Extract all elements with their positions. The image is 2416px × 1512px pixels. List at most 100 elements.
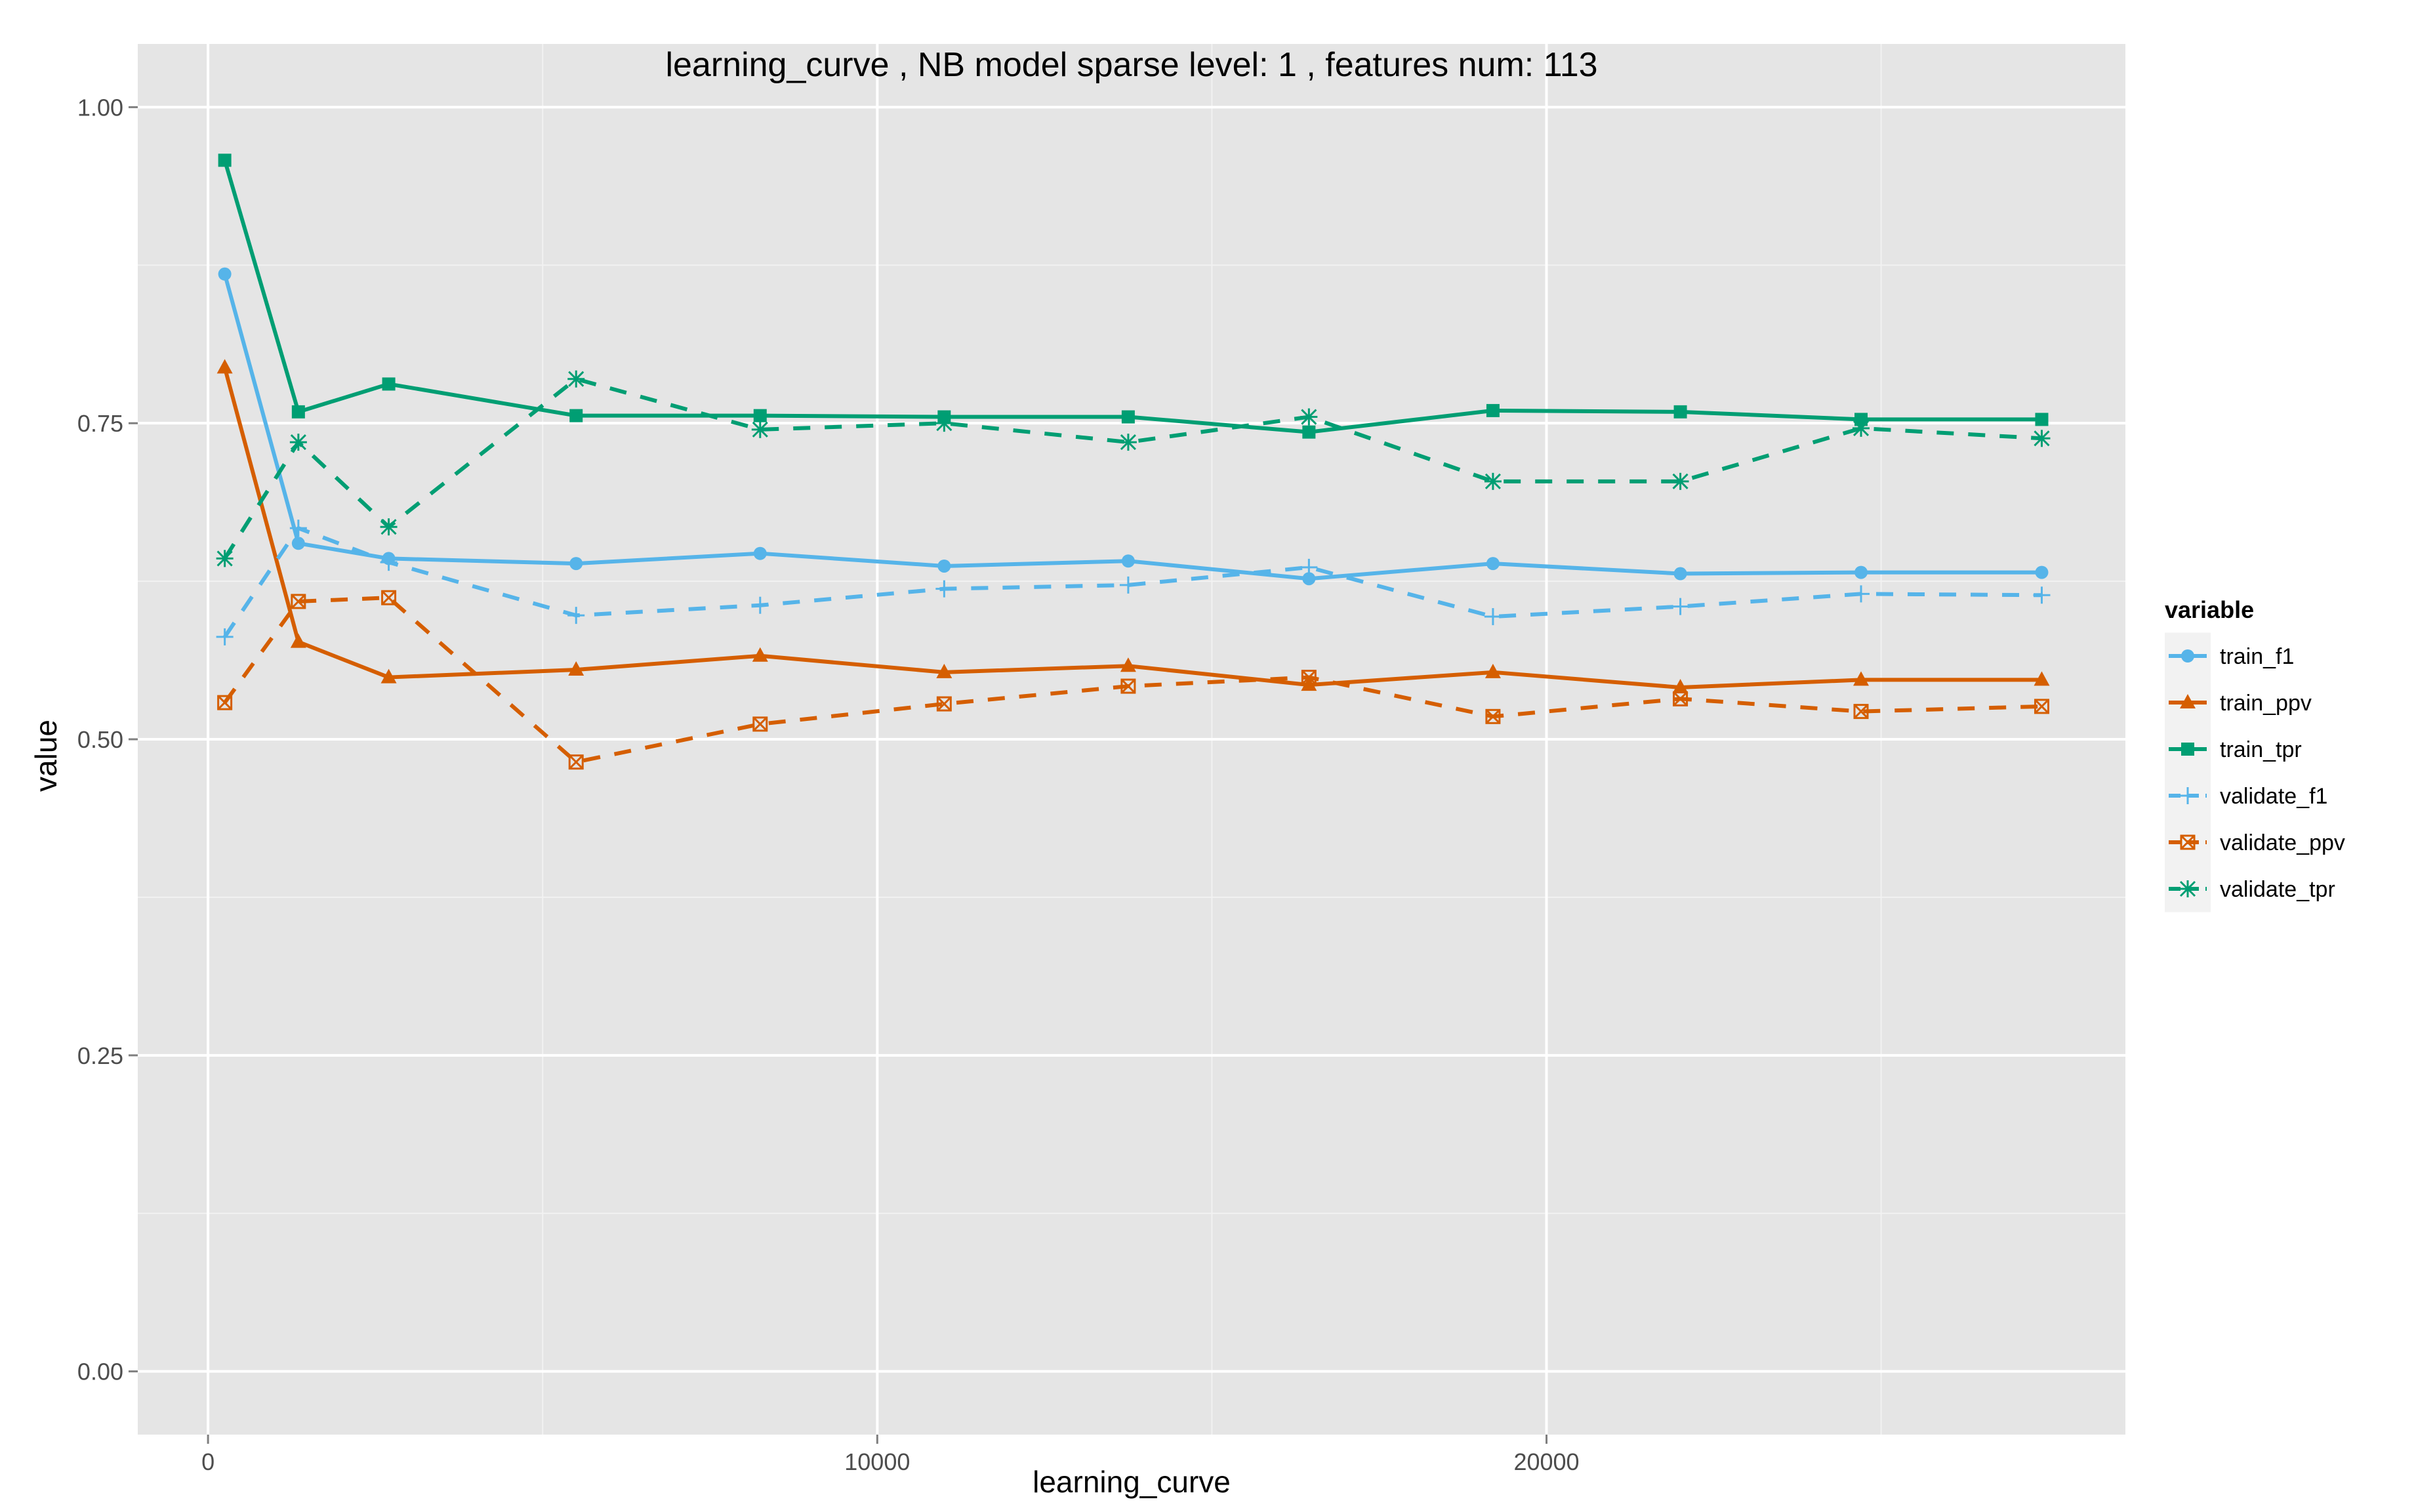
series-train-ppv	[216, 359, 2050, 693]
y-axis-title: value	[29, 720, 63, 792]
legend-item-train-f1: train_f1	[2165, 632, 2294, 680]
legend-item-validate-f1: validate_f1	[2165, 772, 2327, 819]
series-validate-f1	[216, 520, 2051, 645]
data-point-validate-f1	[2033, 586, 2051, 604]
data-point-validate-f1	[567, 607, 585, 624]
data-point-train-ppv	[216, 359, 233, 374]
data-point-train-tpr	[1302, 425, 1316, 439]
data-point-train-tpr	[218, 153, 232, 167]
data-point-validate-ppv	[1301, 670, 1317, 685]
data-point-validate-ppv	[381, 590, 397, 605]
x-axis-title: learning_curve	[1033, 1465, 1231, 1499]
data-point-validate-f1	[289, 520, 307, 537]
data-point-train-ppv	[2034, 671, 2050, 686]
series-line-validate-ppv	[223, 596, 2042, 764]
legend-key-marker	[2180, 834, 2196, 850]
legend-label: train_tpr	[2220, 737, 2302, 762]
data-point-train-tpr	[291, 405, 305, 419]
data-point-train-f1	[1486, 557, 1500, 571]
y-tick-label: 0.75	[77, 410, 123, 437]
data-point-train-f1	[569, 557, 583, 571]
legend-key-marker	[2181, 649, 2194, 663]
data-point-validate-tpr	[289, 434, 307, 451]
legend-item-train-tpr: train_tpr	[2165, 725, 2302, 773]
data-point-train-tpr	[753, 409, 767, 422]
data-point-train-tpr	[382, 377, 396, 391]
data-point-validate-f1	[216, 628, 234, 645]
legend-label: train_ppv	[2220, 691, 2312, 716]
series-train-tpr	[218, 153, 2049, 439]
data-point-train-f1	[937, 559, 951, 573]
data-point-train-ppv	[1120, 657, 1136, 672]
legend-key-marker	[2181, 743, 2194, 756]
data-point-train-tpr	[2035, 413, 2049, 426]
data-point-validate-tpr	[1671, 472, 1689, 490]
data-point-train-ppv	[936, 663, 952, 678]
data-point-validate-ppv	[936, 696, 952, 712]
data-point-validate-tpr	[935, 415, 953, 432]
legend-item-validate-ppv: validate_ppv	[2165, 819, 2345, 866]
legend: variable train_f1 train_ppv train_tprvalid…	[2165, 596, 2345, 912]
data-point-train-ppv	[290, 633, 306, 648]
legend-key-marker	[2179, 787, 2196, 804]
data-point-train-f1	[1854, 565, 1868, 579]
data-point-train-tpr	[1854, 413, 1868, 426]
chart-title: learning_curve , NB model sparse level: …	[665, 46, 1597, 84]
data-point-train-ppv	[568, 661, 584, 676]
data-point-train-tpr	[569, 409, 583, 422]
data-point-train-tpr	[1486, 403, 1500, 417]
data-point-validate-tpr	[216, 550, 234, 567]
series-validate-ppv	[217, 590, 2049, 770]
legend-label: validate_tpr	[2220, 877, 2335, 902]
y-tick-label: 0.00	[77, 1359, 123, 1385]
data-point-train-f1	[1673, 567, 1687, 581]
data-point-validate-f1	[751, 596, 769, 614]
data-point-validate-ppv	[752, 716, 768, 732]
data-point-train-f1	[1302, 572, 1316, 586]
data-point-train-f1	[1121, 554, 1135, 568]
data-point-validate-f1	[1119, 576, 1137, 594]
data-point-train-tpr	[1121, 410, 1135, 424]
series-validate-tpr	[216, 370, 2051, 567]
data-point-validate-tpr	[1484, 472, 1502, 490]
series-layer	[216, 153, 2051, 770]
data-point-validate-tpr	[1300, 408, 1318, 426]
axes: 0.00 0.25 0.50 0.75 1.00 0 10000 20000	[77, 94, 1580, 1475]
legend-key-marker	[2179, 880, 2196, 897]
data-point-validate-tpr	[1853, 419, 1870, 437]
data-point-train-ppv	[380, 668, 397, 684]
legend-label: validate_ppv	[2220, 830, 2345, 855]
series-line-train-tpr	[222, 159, 2042, 434]
data-point-validate-tpr	[380, 518, 398, 536]
data-point-train-f1	[2035, 565, 2049, 579]
data-point-validate-ppv	[2034, 699, 2049, 714]
legend-key-marker	[2180, 694, 2196, 708]
data-point-validate-ppv	[1673, 691, 1689, 706]
data-point-validate-ppv	[1853, 704, 1869, 720]
data-point-validate-ppv	[217, 695, 233, 710]
data-point-train-f1	[753, 546, 767, 560]
x-tick-label: 0	[201, 1448, 215, 1475]
legend-label: validate_f1	[2220, 784, 2327, 809]
series-line-validate-f1	[223, 526, 2042, 638]
data-point-validate-f1	[1853, 585, 1870, 603]
data-point-validate-f1	[1484, 608, 1502, 626]
series-train-f1	[218, 267, 2049, 586]
data-point-validate-ppv	[1120, 678, 1136, 694]
data-point-train-ppv	[1672, 678, 1689, 693]
y-tick-label: 0.50	[77, 726, 123, 753]
legend-title: variable	[2165, 596, 2254, 623]
data-point-train-ppv	[752, 647, 768, 662]
data-point-train-f1	[291, 537, 305, 550]
data-point-validate-f1	[380, 554, 398, 571]
legend-item-validate-tpr: validate_tpr	[2165, 865, 2335, 912]
y-tick-label: 1.00	[77, 94, 123, 121]
x-tick-label: 10000	[844, 1448, 910, 1475]
data-point-validate-ppv	[1485, 708, 1501, 724]
legend-label: train_f1	[2220, 644, 2294, 669]
series-line-train-ppv	[222, 367, 2042, 689]
data-point-validate-tpr	[2033, 430, 2051, 447]
data-point-validate-f1	[935, 580, 953, 598]
data-point-train-ppv	[1853, 671, 1870, 686]
